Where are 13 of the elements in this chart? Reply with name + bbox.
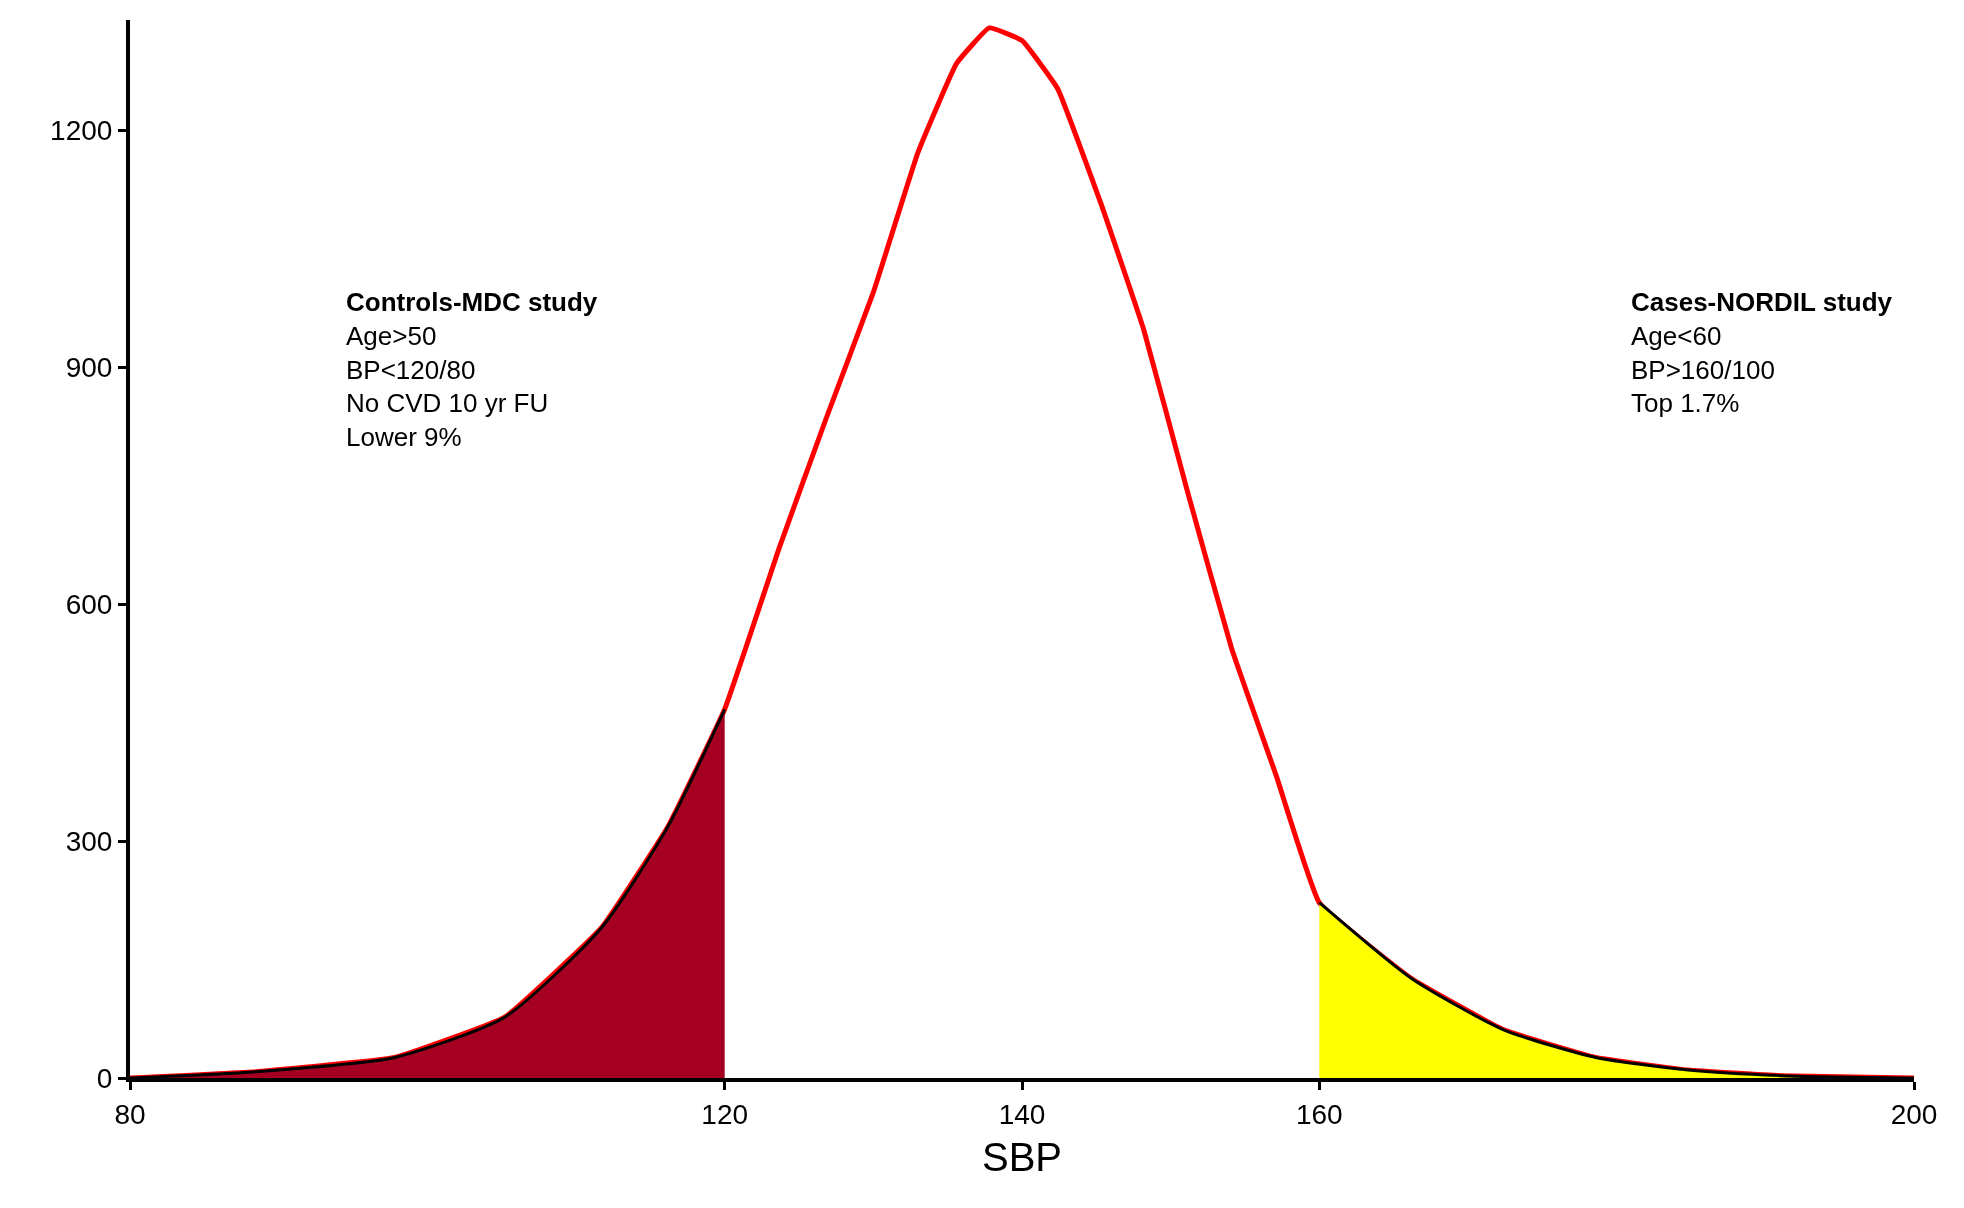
x-tick-label: 200 [1890, 1098, 1938, 1130]
x-axis-title: SBP [981, 1134, 1063, 1179]
x-tick-label: 120 [701, 1098, 749, 1130]
annotation: Controls-MDC study Age>50 BP<120/80 No CVD 10 yr FU Lower 9% [346, 287, 598, 453]
y-tick-label: 600 [65, 589, 113, 621]
x-tick-label: 160 [1295, 1098, 1343, 1130]
y-tick-label: 900 [65, 352, 113, 384]
y-tick-label: 0 [96, 1062, 113, 1094]
x-tick-label: 80 [114, 1098, 146, 1130]
x-tick-label: 140 [998, 1098, 1046, 1130]
y-tick-label: 1200 [50, 115, 113, 147]
annotation: Cases-NORDIL study Age<60 BP>160/100 Top 1.7% [1631, 287, 1893, 419]
y-tick-label: 300 [65, 825, 113, 857]
